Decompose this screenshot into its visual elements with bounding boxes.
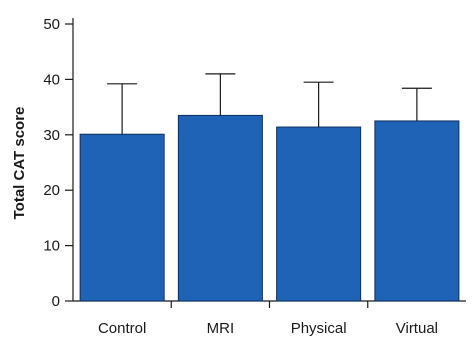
y-tick-label: 50 (43, 16, 60, 33)
plot-area: 0 10 20 30 40 50 Control MRI Physical Virtual (43, 16, 466, 337)
x-tick-label-control: Control (98, 320, 146, 337)
y-tick-label: 40 (43, 71, 60, 88)
bar-physical (276, 126, 362, 302)
y-axis-title: Total CAT score (11, 107, 28, 220)
y-tick-label: 20 (43, 182, 60, 199)
x-tick-label-mri: MRI (207, 320, 235, 337)
bar-control (79, 133, 165, 302)
bar-virtual (374, 120, 460, 302)
x-tick-label-virtual: Virtual (396, 320, 438, 337)
y-tick-label: 10 (43, 238, 60, 255)
y-tick-label: 30 (43, 127, 60, 144)
bar-mri (177, 114, 263, 302)
x-tick-label-physical: Physical (291, 320, 347, 337)
y-tick-label: 0 (52, 293, 60, 310)
